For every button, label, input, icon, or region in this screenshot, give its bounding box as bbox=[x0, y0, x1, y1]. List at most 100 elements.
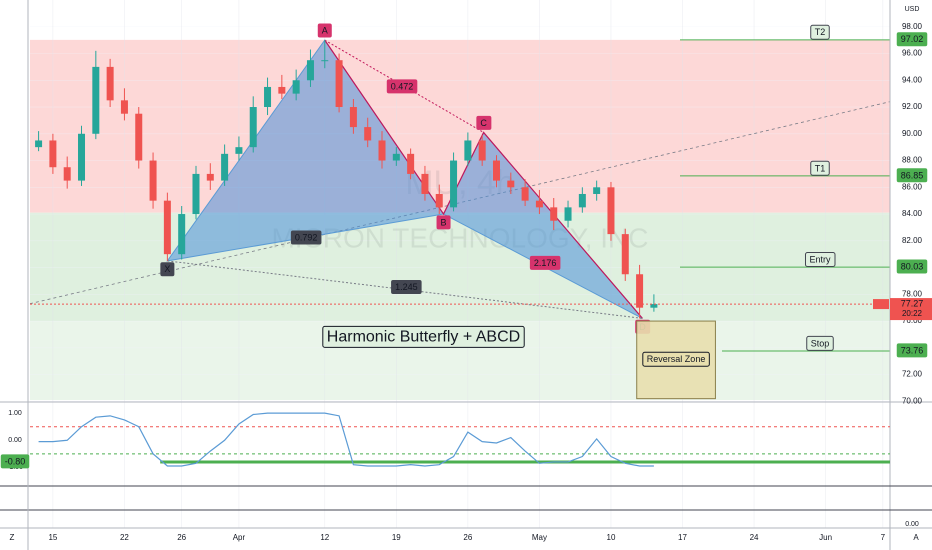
ratio-label: 0.792 bbox=[295, 233, 318, 243]
candle-body bbox=[435, 193, 443, 208]
level-name-box bbox=[810, 24, 830, 40]
level-name-box bbox=[804, 252, 836, 268]
y-tick-label: 72.00 bbox=[902, 370, 923, 379]
level-name-box bbox=[806, 335, 834, 351]
ui-button[interactable]: Z bbox=[10, 533, 15, 542]
candle-body bbox=[221, 153, 229, 181]
ratio-label: 0.472 bbox=[391, 81, 414, 91]
x-tick-label: May bbox=[532, 533, 547, 542]
y-tick-label: 90.00 bbox=[902, 129, 923, 138]
level-name: Entry bbox=[809, 255, 831, 265]
pattern-point-box bbox=[317, 23, 332, 38]
y-tick-label: 78.00 bbox=[902, 289, 923, 298]
last-price-bg bbox=[890, 298, 932, 321]
level-price-box bbox=[896, 168, 928, 183]
candle-body bbox=[249, 107, 257, 148]
candle-body bbox=[292, 80, 300, 94]
y-tick-label: 96.00 bbox=[902, 49, 923, 58]
candle-body bbox=[507, 180, 515, 188]
pattern-point-group: C bbox=[476, 115, 492, 130]
x-tick-label: 15 bbox=[48, 533, 57, 542]
x-tick-label: Jun bbox=[819, 533, 832, 542]
candle-body bbox=[650, 304, 658, 308]
candle-body bbox=[306, 60, 314, 81]
pattern-point-box bbox=[160, 262, 175, 277]
ratio-label: 2.176 bbox=[534, 258, 557, 268]
countdown: 20:22 bbox=[902, 309, 923, 318]
ratio-label-box bbox=[529, 255, 561, 270]
ratio-label-box bbox=[391, 280, 422, 295]
level-name-group: T1 bbox=[810, 160, 830, 176]
signal-label-group: -0.80 bbox=[0, 454, 30, 469]
candle-body bbox=[464, 140, 472, 161]
x-tick-label: 22 bbox=[120, 533, 129, 542]
candle-body bbox=[120, 100, 128, 114]
candle-body bbox=[235, 147, 243, 154]
level-price-box bbox=[896, 32, 928, 47]
candle-body bbox=[450, 160, 458, 208]
x-tick-label: 10 bbox=[607, 533, 616, 542]
y-tick-label: 82.00 bbox=[902, 236, 923, 245]
annotation: Harmonic Butterfly + ABCD bbox=[327, 328, 520, 345]
currency: USD bbox=[905, 6, 920, 13]
candle-body bbox=[378, 140, 386, 161]
y-tick-label: 76.00 bbox=[902, 316, 923, 325]
ratio-label: 1.245 bbox=[395, 282, 418, 292]
candle-body bbox=[578, 193, 586, 208]
level-name: T2 bbox=[815, 27, 826, 37]
y-tick-label: 94.00 bbox=[902, 75, 923, 84]
y-tick-label: 70.00 bbox=[902, 396, 923, 405]
level-price-box bbox=[896, 259, 928, 274]
candle-body bbox=[521, 187, 529, 201]
candle-body bbox=[621, 234, 629, 275]
x-tick-label: 26 bbox=[463, 533, 472, 542]
level-price-group: 80.03 bbox=[896, 259, 928, 274]
candle-body bbox=[106, 66, 114, 101]
x-tick-label: 7 bbox=[881, 533, 886, 542]
candle-body bbox=[178, 214, 186, 255]
last-price-value: 77.27 bbox=[901, 298, 924, 308]
annotation-group: Harmonic Butterfly + ABCD bbox=[322, 325, 525, 348]
pattern-edge bbox=[324, 39, 643, 319]
candle-body bbox=[321, 60, 329, 62]
candle-body bbox=[35, 140, 43, 148]
candle-body bbox=[49, 140, 57, 168]
candle-body bbox=[407, 153, 415, 174]
indicator-tick-label: 1.00 bbox=[8, 410, 22, 417]
candle-body bbox=[636, 274, 644, 308]
level-name-group: Entry bbox=[804, 252, 836, 268]
pattern-point-box bbox=[436, 215, 451, 230]
x-tick-label: 12 bbox=[320, 533, 329, 542]
ratio-label-group: 0.472 bbox=[386, 79, 418, 94]
candle-body bbox=[593, 187, 601, 194]
level-price-group: 73.76 bbox=[896, 343, 928, 358]
level-price: 80.03 bbox=[901, 262, 924, 272]
ratio-label-box bbox=[290, 230, 322, 245]
signal-label-box bbox=[0, 454, 30, 469]
level-name-group: Stop bbox=[806, 335, 834, 351]
reversal-zone-label-group: Reversal Zone bbox=[642, 351, 710, 367]
indicator-line bbox=[38, 412, 654, 467]
lower-pane-label: 0.00 bbox=[905, 521, 919, 528]
annotation-box bbox=[322, 325, 525, 348]
candle-body bbox=[92, 66, 100, 134]
candle-body bbox=[149, 160, 157, 201]
ratio-label-group: 2.176 bbox=[529, 255, 561, 270]
ratio-label-group: 0.792 bbox=[290, 230, 322, 245]
candle-body bbox=[535, 200, 543, 208]
candle-body bbox=[206, 173, 214, 181]
ratio-line bbox=[324, 39, 484, 133]
ui-button[interactable]: A bbox=[913, 533, 919, 542]
candle-body bbox=[392, 153, 400, 161]
x-tick-label: 26 bbox=[177, 533, 186, 542]
x-tick-label: 17 bbox=[678, 533, 687, 542]
level-name-group: T2 bbox=[810, 24, 830, 40]
y-tick-label: 86.00 bbox=[902, 182, 923, 191]
indicator-tick-label: 0.00 bbox=[8, 437, 22, 444]
candle-body bbox=[278, 86, 286, 94]
level-price-box bbox=[896, 343, 928, 358]
candle-body bbox=[550, 207, 558, 221]
pattern-point: B bbox=[441, 217, 447, 227]
